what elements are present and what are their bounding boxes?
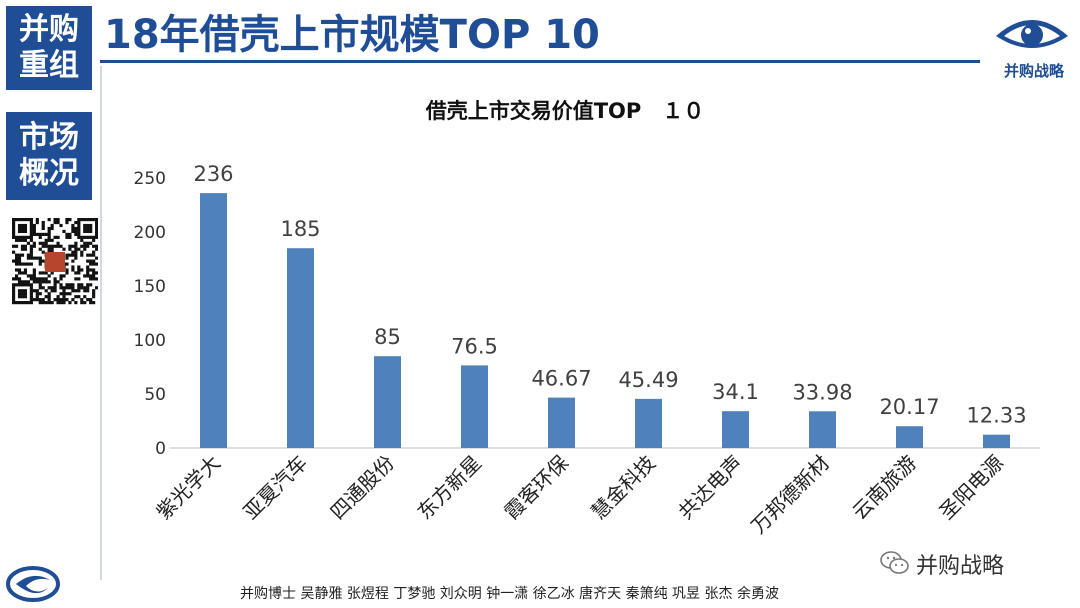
x-tick-label: 东方新星 [412, 451, 486, 525]
data-label: 12.33 [966, 404, 1026, 428]
section-label-line2: 重组 [19, 48, 79, 83]
logo-text: 并购战略 [1003, 62, 1064, 80]
y-tick-label: 200 [134, 223, 166, 243]
bar [200, 193, 227, 448]
data-label: 20.17 [879, 395, 939, 419]
section-label-line1: 市场 [19, 120, 79, 155]
x-tick-label: 四通股份 [325, 451, 399, 525]
data-label: 34.1 [712, 380, 759, 404]
bar [809, 411, 836, 448]
data-label: 185 [280, 217, 320, 241]
bar [983, 434, 1010, 448]
y-tick-label: 50 [144, 385, 166, 405]
section-label-market: 市场 概况 [6, 112, 92, 200]
y-tick-label: 150 [134, 277, 166, 297]
bar-chart: 借壳上市交易价值TOP １０ 0 50 100 150 200 250 236 紫光学大 185 亚… [134, 99, 1040, 539]
bar [374, 356, 401, 448]
data-label: 46.67 [531, 367, 591, 391]
wechat-icon [880, 551, 909, 574]
y-tick-label: 0 [155, 439, 166, 459]
wechat-watermark: 并购战略 [880, 548, 1070, 579]
data-label: 76.5 [451, 334, 498, 358]
header-divider [100, 60, 980, 63]
x-tick-label: 亚夏汽车 [238, 451, 312, 525]
section-label-line1: 并购 [19, 12, 79, 47]
x-tick-label: 圣阳电源 [934, 451, 1008, 525]
bar [722, 411, 749, 448]
data-label: 85 [374, 325, 401, 349]
x-tick-label: 共达电声 [673, 451, 747, 525]
bar [287, 248, 314, 448]
bar [635, 398, 662, 448]
data-label: 45.49 [618, 368, 678, 392]
page-title: 18年借壳上市规模TOP 10 [104, 12, 600, 58]
y-tick-label: 100 [134, 331, 166, 351]
qr-code-icon [12, 218, 98, 305]
x-tick-label: 万邦德新材 [746, 451, 834, 539]
bar [896, 426, 923, 448]
data-label: 236 [193, 162, 233, 186]
sidebar-divider [100, 66, 102, 580]
y-tick-label: 250 [134, 169, 166, 189]
bar [548, 397, 575, 448]
bar [461, 365, 488, 448]
wechat-account-name: 并购战略 [916, 554, 1005, 579]
data-label: 33.98 [792, 380, 852, 404]
x-tick-label: 云南旅游 [847, 451, 921, 525]
brand-swirl-icon [6, 566, 60, 602]
x-tick-label: 慧金科技 [586, 451, 660, 525]
x-tick-label: 紫光学大 [151, 451, 225, 525]
credits-text: 并购博士 吴静雅 张煜程 丁梦驰 刘众明 钟一潇 徐乙冰 唐齐天 秦箫纯 巩昱 … [240, 586, 779, 602]
eye-logo-icon [996, 20, 1068, 48]
x-tick-label: 霞客环保 [499, 451, 573, 525]
chart-title: 借壳上市交易价值TOP １０ [425, 99, 705, 123]
section-label-merger: 并购 重组 [6, 6, 92, 90]
section-label-line2: 概况 [19, 156, 79, 191]
